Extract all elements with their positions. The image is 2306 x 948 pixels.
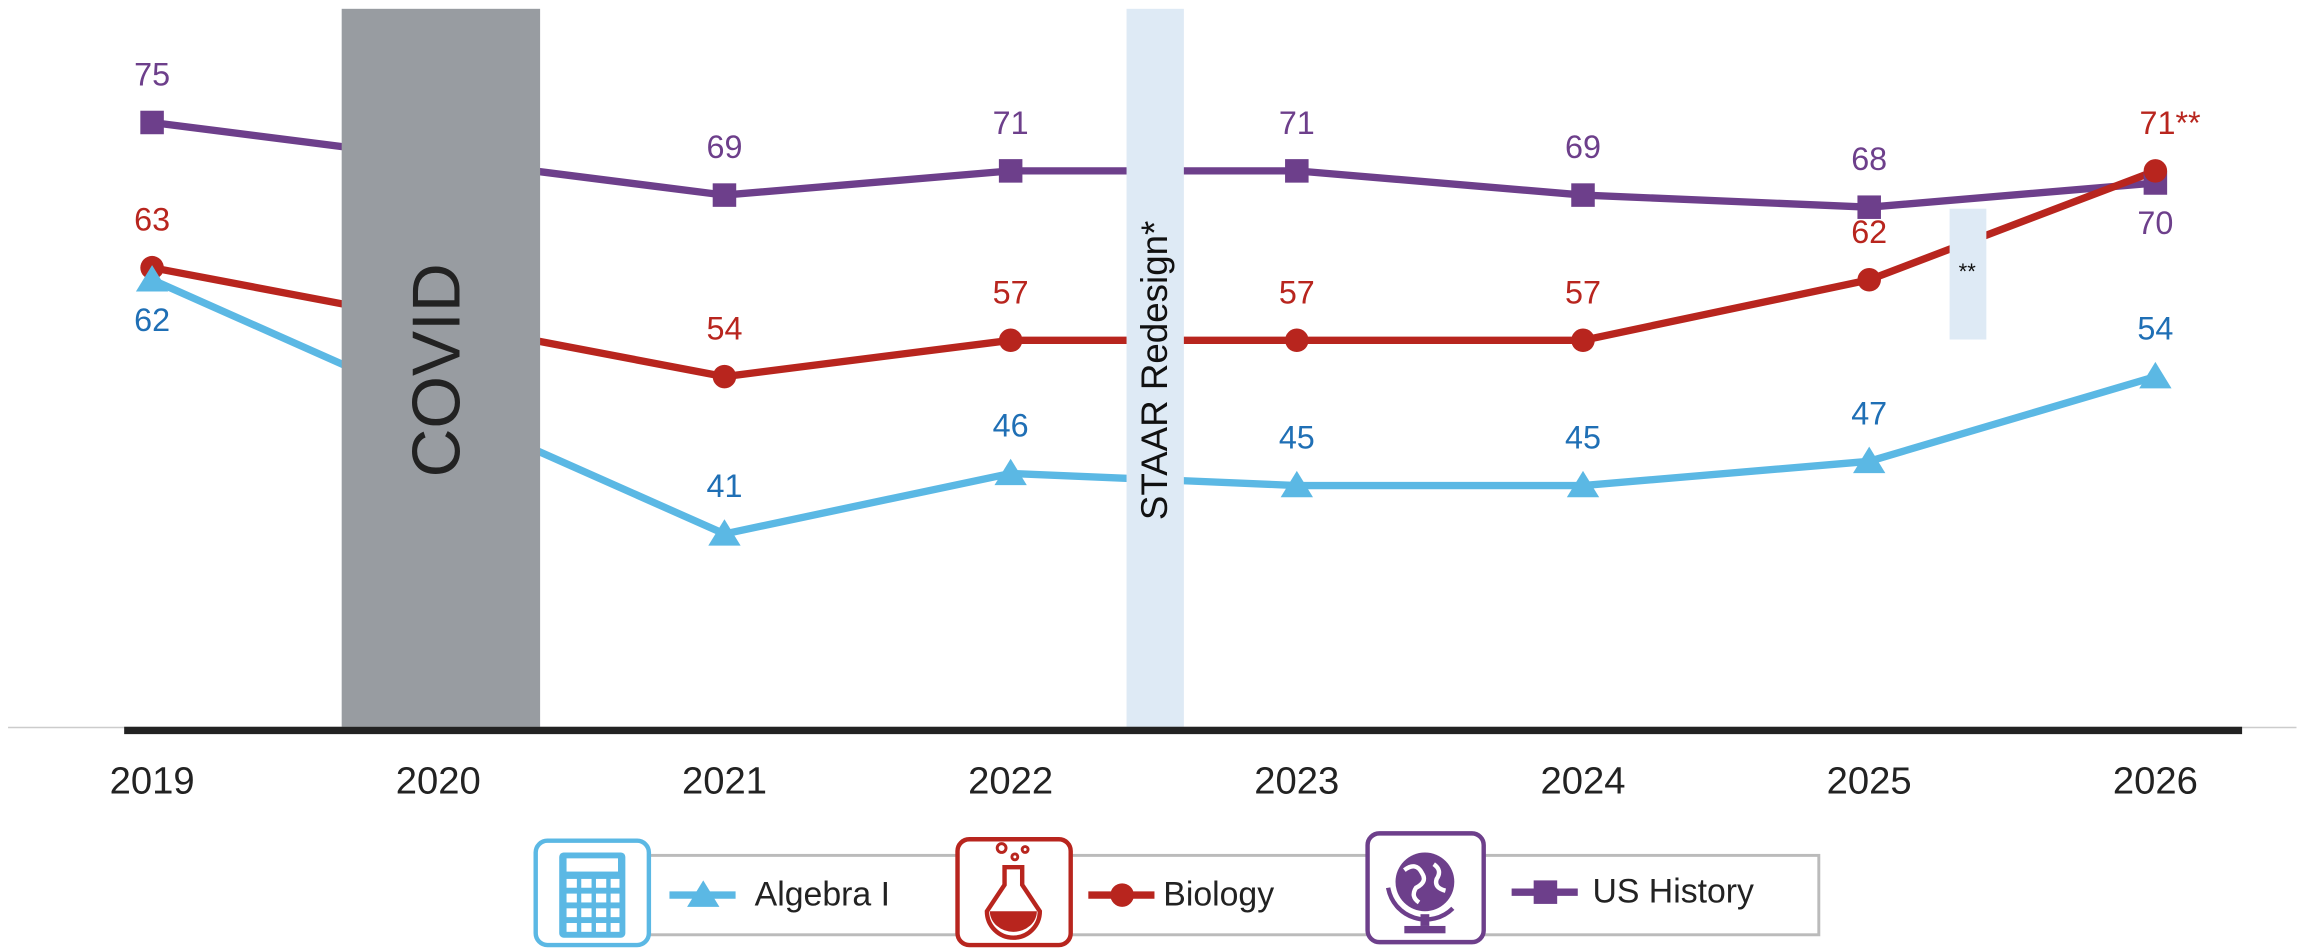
- legend-marker: [687, 880, 720, 907]
- bands: COVID STAAR Redesign* **: [341, 8, 1987, 728]
- point: [1571, 328, 1595, 353]
- point: [1285, 159, 1309, 183]
- data-label: 70: [2137, 205, 2173, 241]
- data-label: 46: [993, 407, 1029, 443]
- data-label: 47: [1851, 395, 1887, 431]
- x-tick-label: 2021: [682, 759, 767, 802]
- point: [1285, 328, 1309, 353]
- covid-label: COVID: [399, 263, 474, 477]
- flask-icon: [955, 837, 1073, 948]
- point: [1853, 446, 1886, 474]
- calculator-icon: [533, 838, 652, 948]
- point: [712, 364, 737, 389]
- point: [1857, 268, 1881, 292]
- redesign-label: STAAR Redesign*: [1134, 221, 1175, 520]
- covid-band: [341, 8, 541, 728]
- x-tick-label: 2020: [396, 759, 481, 802]
- note-label: **: [1959, 259, 1977, 284]
- x-tick-label: 2025: [1827, 759, 1912, 802]
- legend-marker: [1110, 883, 1134, 907]
- point: [2143, 159, 2168, 183]
- data-label: 54: [2137, 311, 2173, 347]
- legend-label: Algebra I: [755, 875, 890, 913]
- data-label: 41: [706, 468, 742, 504]
- data-label: 45: [1279, 419, 1315, 455]
- data-label: 69: [706, 129, 742, 165]
- x-tick-label: 2024: [1541, 759, 1626, 802]
- x-tick-label: 2026: [2113, 759, 2198, 802]
- legend-frame: [645, 853, 1821, 937]
- x-tick-label: 2019: [110, 759, 195, 802]
- data-label: 54: [706, 311, 742, 347]
- point: [1571, 183, 1595, 207]
- legend-label: Biology: [1163, 875, 1274, 913]
- point: [998, 159, 1023, 183]
- data-label: 69: [1565, 129, 1601, 165]
- data-label: 71: [993, 105, 1029, 141]
- point: [1857, 195, 1881, 219]
- x-tick-label: 2023: [1254, 759, 1339, 802]
- point: [135, 265, 169, 292]
- data-label: 57: [1565, 274, 1601, 310]
- point: [1280, 470, 1313, 498]
- data-label: 57: [993, 274, 1029, 310]
- point: [2139, 361, 2172, 389]
- legend-marker: [1533, 880, 1558, 904]
- data-label: 62: [134, 302, 170, 338]
- point: [994, 458, 1027, 486]
- data-label: 75: [134, 56, 170, 92]
- data-label: 63: [134, 202, 170, 238]
- data-label: 62: [1851, 214, 1887, 250]
- data-label: 71: [1279, 105, 1315, 141]
- data-label: 45: [1565, 419, 1601, 455]
- data-label: 57: [1279, 274, 1315, 310]
- x-tick-label: 2022: [968, 759, 1053, 802]
- note-band: [1949, 208, 1987, 340]
- point: [708, 519, 741, 546]
- point: [712, 183, 737, 207]
- data-label: 71**: [2140, 105, 2202, 141]
- redesign-band: [1126, 8, 1184, 728]
- point: [140, 110, 164, 135]
- legend: [533, 831, 1821, 948]
- legend-label: US History: [1592, 873, 1754, 911]
- point: [998, 328, 1023, 353]
- data-label: 68: [1851, 141, 1887, 177]
- point: [1566, 470, 1600, 498]
- globe-icon: [1365, 831, 1486, 945]
